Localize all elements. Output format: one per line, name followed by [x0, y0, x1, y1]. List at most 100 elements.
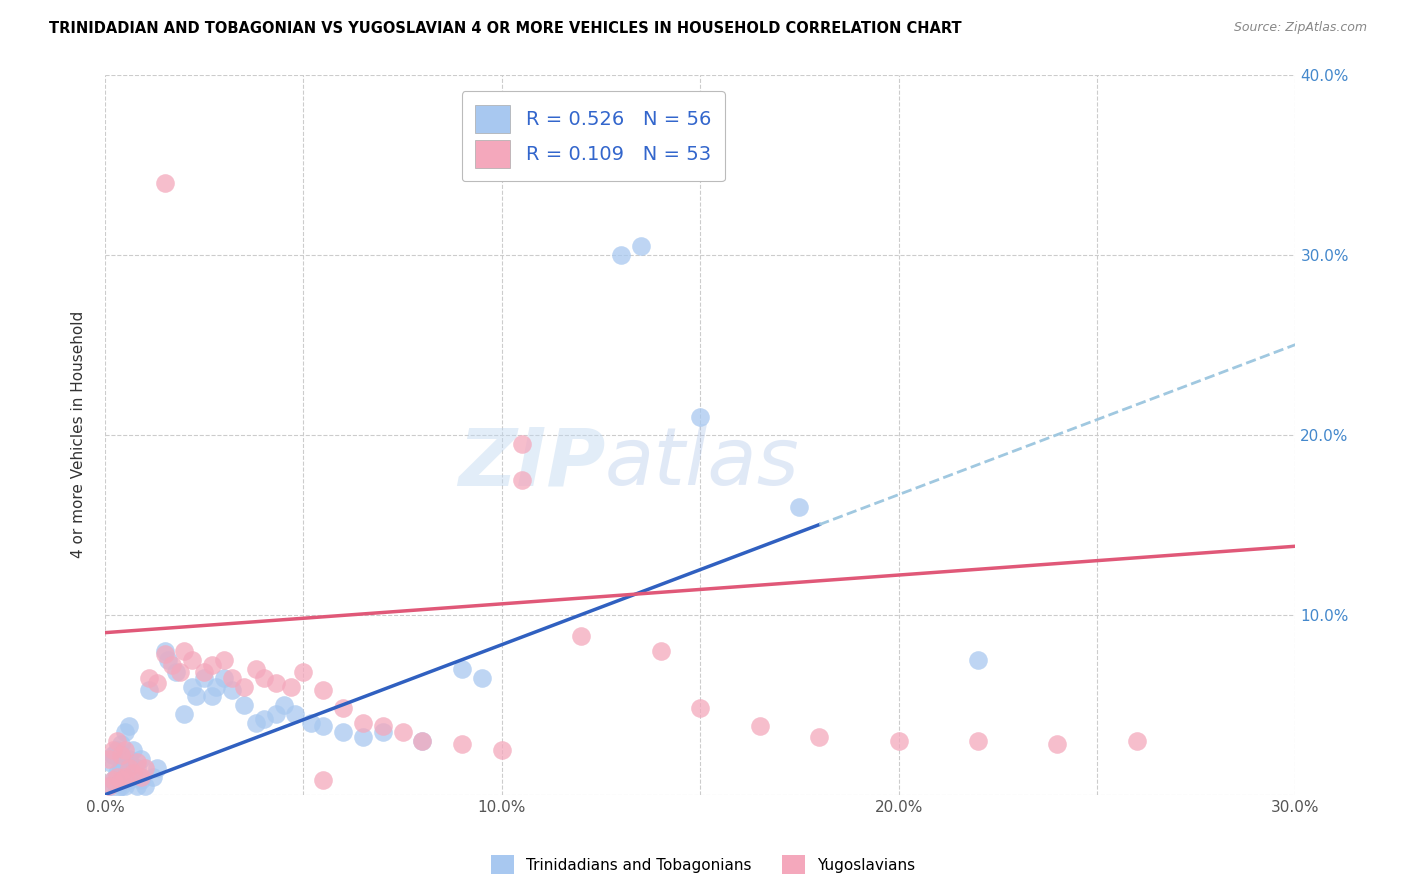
- Point: [232, 698, 254, 712]
- Point: [97, 752, 120, 766]
- Point: [153, 647, 176, 661]
- Point: [312, 773, 335, 788]
- Point: [245, 662, 267, 676]
- Point: [299, 715, 322, 730]
- Point: [129, 773, 152, 788]
- Point: [121, 770, 143, 784]
- Point: [118, 752, 141, 766]
- Point: [97, 779, 120, 793]
- Point: [129, 770, 152, 784]
- Point: [165, 665, 187, 680]
- Point: [689, 701, 711, 715]
- Point: [110, 737, 132, 751]
- Point: [134, 761, 156, 775]
- Legend: Trinidadians and Tobagonians, Yugoslavians: Trinidadians and Tobagonians, Yugoslavia…: [485, 849, 921, 880]
- Point: [887, 733, 910, 747]
- Point: [114, 756, 136, 770]
- Point: [312, 683, 335, 698]
- Point: [129, 752, 152, 766]
- Point: [292, 665, 315, 680]
- Point: [312, 719, 335, 733]
- Point: [245, 715, 267, 730]
- Point: [181, 680, 204, 694]
- Point: [118, 761, 141, 775]
- Point: [253, 712, 276, 726]
- Text: atlas: atlas: [605, 425, 800, 502]
- Point: [145, 676, 167, 690]
- Point: [610, 247, 633, 261]
- Point: [153, 643, 176, 657]
- Point: [105, 733, 128, 747]
- Point: [411, 733, 433, 747]
- Point: [125, 779, 148, 793]
- Point: [451, 662, 474, 676]
- Point: [221, 671, 243, 685]
- Y-axis label: 4 or more Vehicles in Household: 4 or more Vehicles in Household: [72, 311, 86, 558]
- Point: [332, 701, 354, 715]
- Point: [193, 665, 215, 680]
- Point: [201, 689, 224, 703]
- Point: [114, 724, 136, 739]
- Point: [173, 643, 195, 657]
- Point: [118, 773, 141, 788]
- Point: [264, 676, 287, 690]
- Point: [157, 653, 180, 667]
- Point: [205, 680, 228, 694]
- Point: [650, 643, 672, 657]
- Text: TRINIDADIAN AND TOBAGONIAN VS YUGOSLAVIAN 4 OR MORE VEHICLES IN HOUSEHOLD CORREL: TRINIDADIAN AND TOBAGONIAN VS YUGOSLAVIA…: [49, 21, 962, 36]
- Point: [264, 706, 287, 721]
- Point: [105, 766, 128, 780]
- Point: [121, 766, 143, 780]
- Point: [1046, 737, 1069, 751]
- Point: [284, 706, 307, 721]
- Point: [101, 748, 124, 763]
- Point: [105, 782, 128, 797]
- Point: [114, 770, 136, 784]
- Point: [110, 779, 132, 793]
- Point: [630, 238, 652, 252]
- Point: [97, 779, 120, 793]
- Point: [689, 409, 711, 424]
- Legend: R = 0.526   N = 56, R = 0.109   N = 53: R = 0.526 N = 56, R = 0.109 N = 53: [461, 92, 724, 181]
- Point: [748, 719, 770, 733]
- Point: [280, 680, 302, 694]
- Point: [273, 698, 295, 712]
- Point: [110, 761, 132, 775]
- Point: [193, 671, 215, 685]
- Point: [232, 680, 254, 694]
- Point: [212, 671, 235, 685]
- Point: [97, 756, 120, 770]
- Point: [371, 724, 394, 739]
- Point: [186, 689, 208, 703]
- Point: [162, 658, 184, 673]
- Text: ZIP: ZIP: [457, 425, 605, 502]
- Point: [138, 671, 160, 685]
- Point: [352, 730, 374, 744]
- Text: Source: ZipAtlas.com: Source: ZipAtlas.com: [1233, 21, 1367, 34]
- Point: [114, 742, 136, 756]
- Point: [105, 770, 128, 784]
- Point: [114, 779, 136, 793]
- Point: [110, 748, 132, 763]
- Point: [491, 742, 513, 756]
- Point: [110, 773, 132, 788]
- Point: [118, 719, 141, 733]
- Point: [808, 730, 831, 744]
- Point: [169, 665, 191, 680]
- Point: [510, 473, 533, 487]
- Point: [253, 671, 276, 685]
- Point: [105, 742, 128, 756]
- Point: [212, 653, 235, 667]
- Point: [411, 733, 433, 747]
- Point: [125, 761, 148, 775]
- Point: [352, 715, 374, 730]
- Point: [967, 733, 990, 747]
- Point: [142, 770, 165, 784]
- Point: [967, 653, 990, 667]
- Point: [181, 653, 204, 667]
- Point: [173, 706, 195, 721]
- Point: [789, 500, 811, 514]
- Point: [391, 724, 413, 739]
- Point: [510, 436, 533, 450]
- Point: [371, 719, 394, 733]
